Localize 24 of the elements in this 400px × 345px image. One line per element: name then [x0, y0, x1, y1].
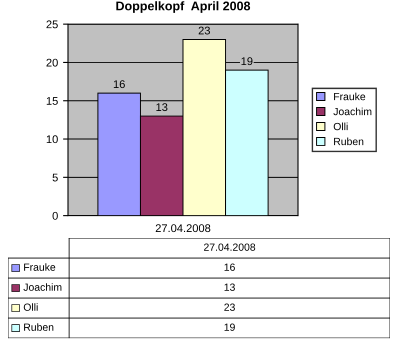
legend-label: Joachim — [23, 283, 62, 291]
y-tick-label: 10 — [46, 135, 58, 144]
data-label: 23 — [198, 26, 210, 34]
text: Frauke — [334, 92, 366, 100]
legend-label: Frauke — [24, 263, 56, 271]
text: 13 — [224, 283, 235, 291]
text: Joachim — [333, 108, 372, 116]
text: 23 — [224, 304, 235, 311]
data-label: 13 — [156, 103, 168, 112]
data-label: 16 — [114, 80, 125, 88]
y-tick-label: 15 — [46, 97, 58, 105]
y-tick-label: 5 — [52, 174, 58, 182]
text: 19 — [224, 324, 235, 331]
legend-label: Olli — [334, 122, 348, 130]
data-label: 19 — [241, 57, 252, 66]
text: 16 — [224, 263, 235, 271]
y-tick-label: 20 — [46, 58, 58, 67]
y-tick-label: 0 — [52, 212, 58, 220]
text: Olli — [24, 303, 38, 311]
chart-title: Doppelkopf April 2008 — [116, 1, 250, 13]
legend-label: Ruben — [334, 138, 364, 146]
text: Ruben — [24, 323, 54, 331]
y-tick-label: 25 — [46, 20, 58, 28]
category-label: 27.04.2008 — [204, 243, 256, 251]
